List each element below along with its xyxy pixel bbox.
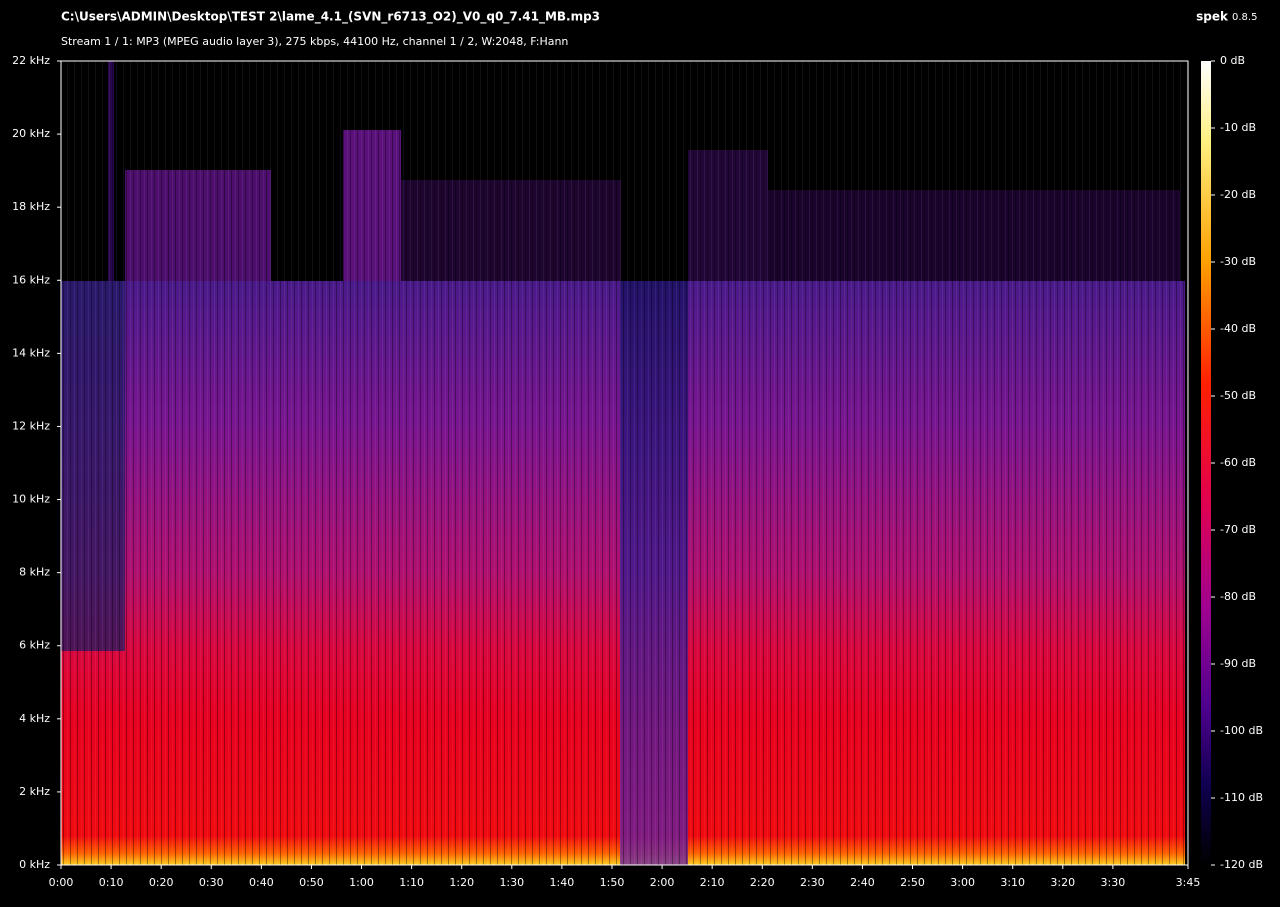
x-tick-label: 1:40 <box>550 876 575 889</box>
colorbar-tick-label: -120 dB <box>1220 858 1263 871</box>
plot-frame <box>60 60 1189 866</box>
x-tick-label: 1:00 <box>349 876 374 889</box>
app-name: spek <box>1196 10 1229 24</box>
y-tick-label: 18 kHz <box>12 200 50 213</box>
y-tick-label: 12 kHz <box>12 419 50 432</box>
x-tick-label: 3:30 <box>1101 876 1126 889</box>
x-tick-label: 2:40 <box>850 876 875 889</box>
y-tick-label: 22 kHz <box>12 54 50 67</box>
x-tick-label: 0:10 <box>99 876 124 889</box>
y-tick-label: 2 kHz <box>19 785 50 798</box>
x-tick-label: 0:20 <box>149 876 174 889</box>
x-tick-label: 2:10 <box>700 876 725 889</box>
spectrum-texture <box>61 61 1188 865</box>
y-tick-label: 14 kHz <box>12 346 50 359</box>
x-tick-label: 1:30 <box>499 876 524 889</box>
stream-info: Stream 1 / 1: MP3 (MPEG audio layer 3), … <box>61 35 568 48</box>
app-version: 0.8.5 <box>1232 12 1257 23</box>
file-title: C:\Users\ADMIN\Desktop\TEST 2\lame_4.1_(… <box>61 10 600 25</box>
y-tick-label: 16 kHz <box>12 273 50 286</box>
x-tick-label: 3:20 <box>1050 876 1075 889</box>
x-tick-label: 2:00 <box>650 876 675 889</box>
x-tick-label: 1:10 <box>399 876 424 889</box>
x-tick-label: 3:45 <box>1176 876 1201 889</box>
y-tick-label: 0 kHz <box>19 858 50 871</box>
x-tick-label: 3:10 <box>1000 876 1025 889</box>
colorbar-tick-label: -60 dB <box>1220 456 1256 469</box>
y-tick-label: 6 kHz <box>19 639 50 652</box>
spectrogram <box>60 60 1189 866</box>
colorbar-tick-label: -50 dB <box>1220 389 1256 402</box>
colorbar <box>1201 61 1211 865</box>
colorbar-tick-label: -100 dB <box>1220 724 1263 737</box>
colorbar-tick-label: -80 dB <box>1220 590 1256 603</box>
y-tick-label: 10 kHz <box>12 493 50 506</box>
colorbar-tick-label: -20 dB <box>1220 188 1256 201</box>
x-tick-label: 1:20 <box>449 876 474 889</box>
x-tick-label: 2:20 <box>750 876 775 889</box>
colorbar-tick-label: -10 dB <box>1220 121 1256 134</box>
y-tick-label: 4 kHz <box>19 712 50 725</box>
y-tick-label: 8 kHz <box>19 566 50 579</box>
x-tick-label: 0:40 <box>249 876 274 889</box>
x-tick-label: 0:00 <box>49 876 74 889</box>
x-tick-label: 2:50 <box>900 876 925 889</box>
colorbar-tick-label: 0 dB <box>1220 54 1245 67</box>
x-tick-label: 0:50 <box>299 876 324 889</box>
colorbar-tick-label: -30 dB <box>1220 255 1256 268</box>
colorbar-tick-label: -70 dB <box>1220 523 1256 536</box>
colorbar-tick-label: -90 dB <box>1220 657 1256 670</box>
x-tick-label: 1:50 <box>600 876 625 889</box>
colorbar-tick-label: -110 dB <box>1220 791 1263 804</box>
colorbar-tick-label: -40 dB <box>1220 322 1256 335</box>
x-tick-label: 2:30 <box>800 876 825 889</box>
x-tick-label: 0:30 <box>199 876 224 889</box>
x-tick-label: 3:00 <box>950 876 975 889</box>
y-tick-label: 20 kHz <box>12 127 50 140</box>
